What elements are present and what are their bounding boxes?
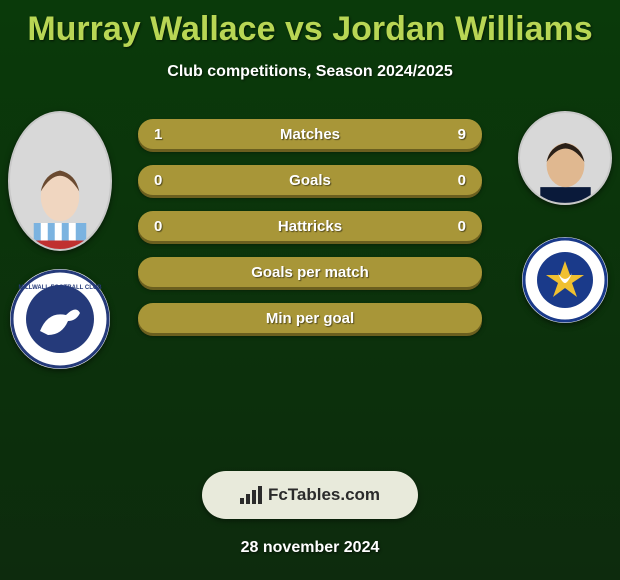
stat-label: Goals [174,172,446,189]
stat-label: Goals per match [174,264,446,281]
stat-row: 0 Goals 0 [138,165,482,195]
stat-label: Hattricks [174,218,446,235]
comparison-block: MILLWALL FOOTBALL CLUB 1 Matches 9 [0,111,620,451]
stat-left-value: 1 [154,126,174,143]
stat-label: Matches [174,126,446,143]
player-left-avatar [8,111,112,251]
stat-row: Goals per match [138,257,482,287]
stat-right-value: 0 [446,172,466,189]
stat-label: Min per goal [174,310,446,327]
stat-row: 0 Hattricks 0 [138,211,482,241]
stat-row: Min per goal [138,303,482,333]
branding-text: FcTables.com [268,485,380,505]
player-right-avatar [518,111,612,205]
person-icon [25,153,95,249]
page-subtitle: Club competitions, Season 2024/2025 [0,63,620,81]
stat-right-value: 9 [446,126,466,143]
page-title: Murray Wallace vs Jordan Williams [0,0,620,49]
stats-list: 1 Matches 9 0 Goals 0 0 Hattricks 0 Goal… [138,119,482,349]
stat-row: 1 Matches 9 [138,119,482,149]
person-icon [534,132,597,203]
branding-badge: FcTables.com [202,471,418,519]
player-left-column: MILLWALL FOOTBALL CLUB [8,111,112,369]
comparison-date: 28 november 2024 [0,539,620,557]
chart-icon [240,486,262,504]
svg-text:MILLWALL FOOTBALL CLUB: MILLWALL FOOTBALL CLUB [18,285,102,291]
player-right-column [518,111,612,323]
stat-right-value: 0 [446,218,466,235]
club-left-badge: MILLWALL FOOTBALL CLUB [10,269,110,369]
club-right-badge [522,237,608,323]
stat-left-value: 0 [154,172,174,189]
club-crest-icon [522,237,608,323]
club-crest-icon: MILLWALL FOOTBALL CLUB [10,269,110,369]
stat-left-value: 0 [154,218,174,235]
